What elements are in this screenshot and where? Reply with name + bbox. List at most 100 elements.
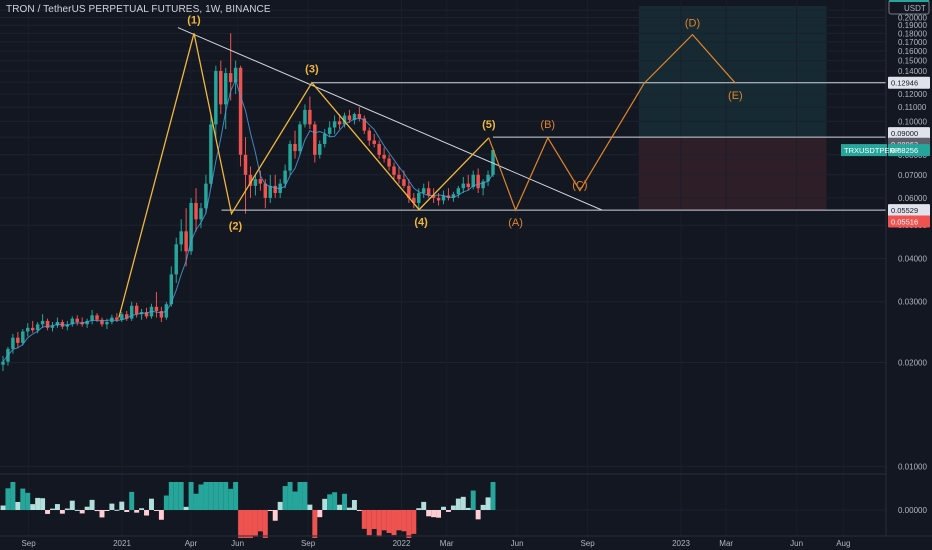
target-zone-profit	[638, 6, 827, 138]
chart-title: TRON / TetherUS PERPETUAL FUTURES, 1W, B…	[6, 4, 271, 15]
target-zone-loss	[638, 137, 827, 211]
price-tag-label: 0.12946	[891, 79, 918, 88]
candle-body	[219, 70, 223, 105]
oscillator-bar	[223, 482, 229, 510]
currency-badge	[888, 0, 930, 15]
candle-body	[461, 183, 466, 189]
candle-body	[417, 192, 421, 203]
oscillator-bar	[292, 491, 298, 510]
x-tick-label: Sep	[301, 539, 316, 548]
candle-body	[491, 150, 495, 175]
oscillator-bar	[475, 510, 481, 520]
candle-body	[228, 73, 233, 83]
candle-body	[382, 154, 386, 159]
oscillator-bar	[25, 492, 31, 510]
oscillator-bar	[203, 482, 209, 510]
wave-labels: (1) (2) (3) (4) (5) (A) (B) (C) (D) (E)	[187, 14, 742, 232]
time-axis: Sep 2021 Apr Jun Sep 2022 Mar Jun Sep 2023 Mar Jun A…	[0, 535, 932, 548]
candle-body	[441, 195, 446, 201]
oscillator-bar	[30, 504, 36, 510]
y-tick-label: 0.00000	[898, 506, 927, 515]
candle-body	[40, 320, 45, 325]
x-tick-label: Jun	[231, 539, 244, 548]
price-tag-label: 0.08256	[891, 146, 918, 155]
candle-body	[392, 166, 396, 175]
price-axis: 0.210000.200000.190000.180000.170000.160…	[841, 0, 930, 536]
y-tick-label: 0.18000	[898, 29, 927, 38]
oscillator-bar	[322, 498, 328, 510]
x-tick-label: Jun	[511, 539, 524, 548]
candle-body	[169, 274, 174, 305]
oscillator-bar	[361, 510, 367, 529]
candle-body	[451, 194, 456, 198]
candle-body	[243, 154, 248, 175]
candle-body	[431, 195, 436, 198]
price-tag-label: 0.05529	[891, 206, 918, 215]
candle-body	[115, 317, 119, 320]
candle-body	[298, 124, 302, 152]
oscillator-bar	[287, 482, 293, 510]
oscillator-bar	[158, 510, 164, 520]
candle-body	[407, 185, 411, 198]
candle-body	[125, 314, 129, 319]
oscillator-bar	[297, 482, 303, 510]
candle-body	[35, 324, 40, 331]
oscillator-bar	[134, 510, 140, 513]
oscillator-bar	[84, 506, 90, 510]
oscillator-bar	[173, 482, 179, 510]
candle-body	[209, 124, 213, 184]
oscillator-bar	[248, 510, 253, 538]
x-tick-label: Mar	[719, 539, 733, 548]
oscillator-bar	[470, 490, 476, 510]
oscillator-bar	[208, 482, 214, 510]
projection-label: (A)	[508, 217, 523, 229]
oscillator-bar	[213, 482, 219, 510]
drawings	[118, 27, 886, 318]
oscillator-bar	[79, 510, 85, 514]
candle-body	[426, 188, 431, 196]
oscillator-bar	[257, 510, 263, 532]
oscillator-bar	[401, 510, 407, 532]
candle-body	[253, 179, 258, 186]
oscillator-bar	[337, 504, 343, 510]
candle-body	[16, 337, 20, 343]
oscillator-bar	[356, 510, 362, 511]
price-tag	[888, 204, 930, 217]
wave-label: (3)	[305, 64, 319, 76]
candle-body	[466, 183, 470, 188]
oscillator-bar	[396, 510, 402, 531]
x-tick-label: 2022	[393, 539, 411, 548]
candle-body	[283, 170, 287, 184]
oscillator-bar	[228, 488, 234, 510]
oscillator-bar	[460, 496, 466, 510]
candle-body	[75, 318, 79, 323]
oscillator-bar	[455, 498, 461, 510]
oscillator-bar	[163, 495, 169, 510]
symbol-tag-label: TRXUSDTPERP	[844, 146, 900, 155]
wave-label: (4)	[414, 217, 428, 229]
oscillator-bar	[450, 505, 456, 510]
oscillator-bar	[312, 510, 318, 538]
candle-body	[303, 109, 307, 125]
oscillator-bar	[50, 508, 55, 510]
candle-body	[129, 305, 134, 319]
candle-body	[100, 319, 104, 325]
oscillator-bar	[421, 501, 427, 510]
candle-body	[313, 124, 317, 155]
candle-body	[352, 114, 357, 120]
oscillator-bar	[243, 510, 248, 538]
candle-body	[481, 181, 485, 189]
x-tick-label: Apr	[185, 539, 198, 548]
candle-body	[397, 174, 401, 180]
candle-body	[189, 202, 193, 252]
oscillator-bar	[371, 510, 377, 529]
oscillator-bar	[411, 510, 417, 534]
y-tick-label: 0.10000	[898, 117, 927, 126]
y-tick-label: 0.17000	[898, 38, 927, 47]
oscillator-bar	[188, 482, 194, 510]
price-tag	[888, 144, 930, 157]
oscillator-bar	[40, 498, 46, 510]
price-tag-label: 0.05516	[891, 217, 918, 226]
oscillator-bar	[480, 504, 486, 510]
